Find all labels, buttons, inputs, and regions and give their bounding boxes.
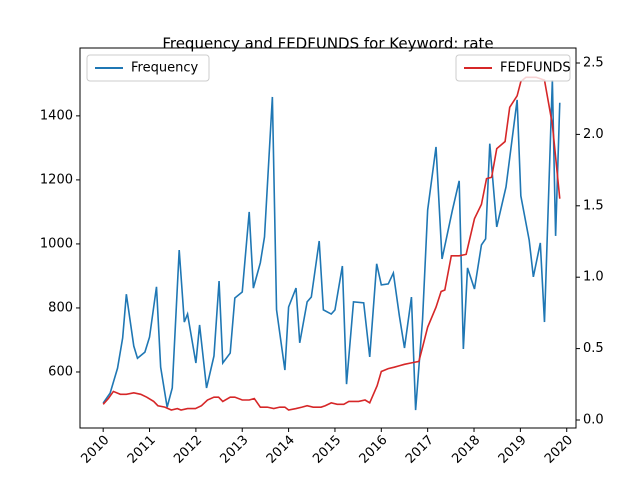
- y2-tick-label: 1.0: [583, 270, 604, 285]
- legend-label: FEDFUNDS: [500, 61, 571, 76]
- chart-title: Frequency and FEDFUNDS for Keyword: rate: [162, 35, 493, 53]
- legend-box: [455, 54, 571, 82]
- y2-tick-label: 2.5: [583, 55, 604, 70]
- y2-tick-label: 0.5: [583, 341, 604, 356]
- y-tick-label: 1000: [40, 236, 73, 251]
- y-tick-label: 1200: [40, 172, 73, 187]
- legend-label: Frequency: [131, 61, 198, 76]
- y2-tick-label: 2.0: [583, 127, 604, 142]
- y2-tick-label: 1.5: [583, 198, 604, 213]
- data-line: [102, 76, 561, 411]
- plot-frame: [79, 47, 577, 429]
- y-tick-label: 1400: [40, 108, 73, 123]
- legend-box: [86, 54, 210, 82]
- y-tick-label: 800: [48, 300, 73, 315]
- data-line: [102, 79, 561, 411]
- y2-tick-label: 0.0: [583, 413, 604, 428]
- y-tick-label: 600: [48, 364, 73, 379]
